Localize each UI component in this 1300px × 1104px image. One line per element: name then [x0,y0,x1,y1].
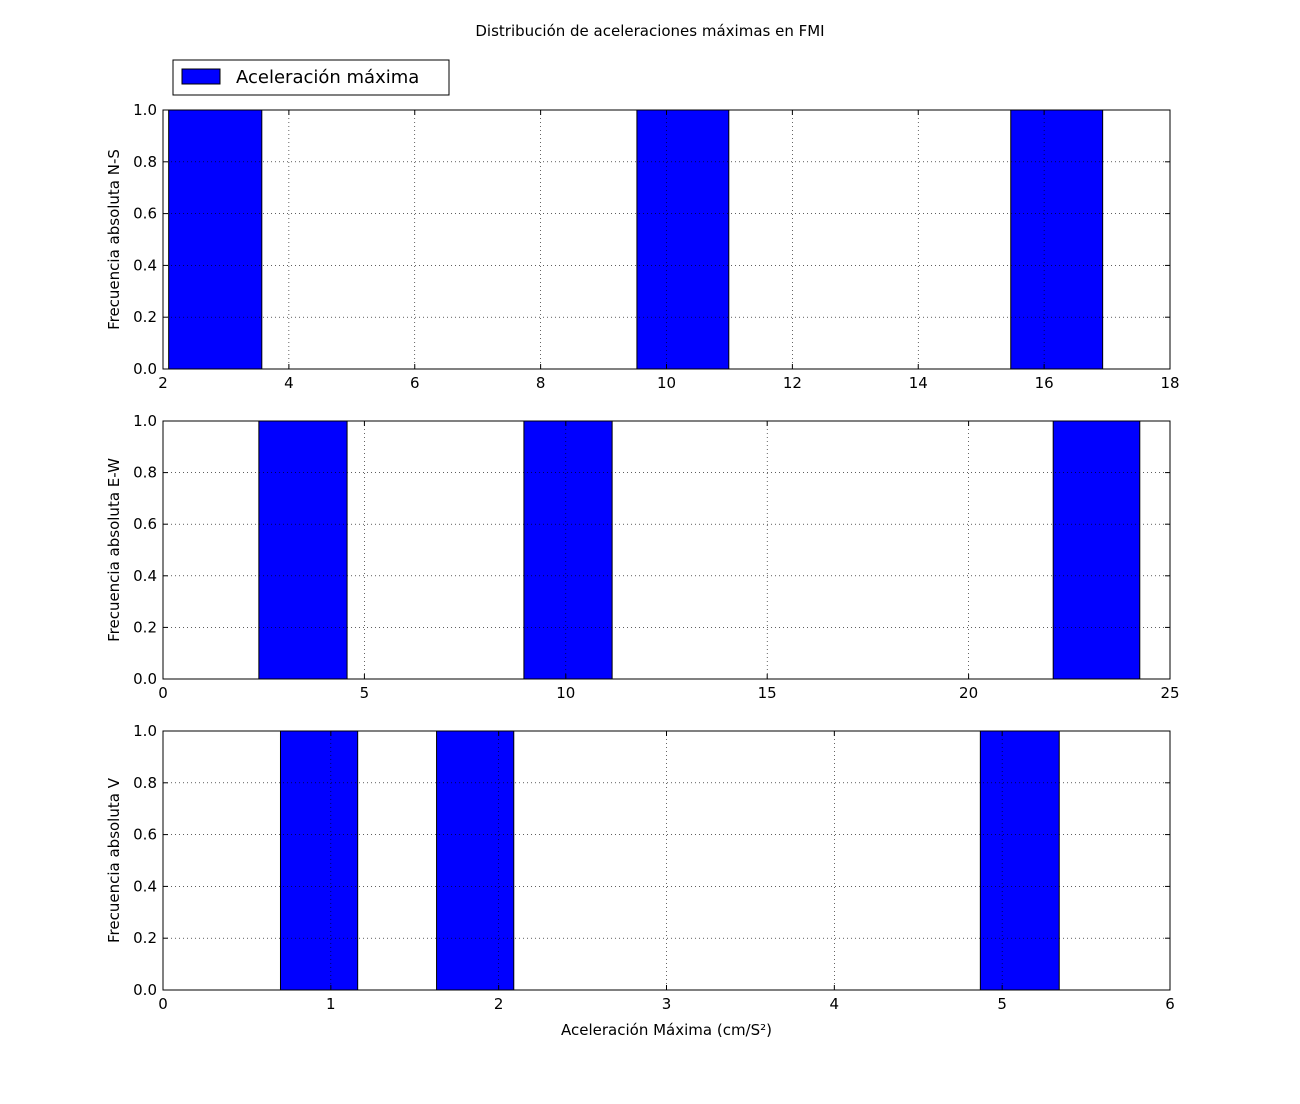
bar [1010,109,1104,370]
y-tick-label: 0.8 [133,774,157,792]
y-tick-label: 0.4 [133,256,157,274]
x-tick-label: 4 [830,995,840,1013]
y-tick-label: 0.6 [133,515,157,533]
x-tick-label: 0 [158,684,168,702]
y-tick-label: 0.0 [133,670,157,688]
y-axis-label: Frecuencia absoluta N-S [105,149,123,330]
x-tick-label: 10 [556,684,575,702]
bar [258,420,348,680]
bar [436,730,515,991]
x-tick-label: 25 [1160,684,1179,702]
y-tick-label: 0.6 [133,205,157,223]
x-tick-label: 3 [662,995,672,1013]
legend-label: Aceleración máxima [236,67,419,88]
x-tick-label: 10 [657,374,676,392]
x-tick-label: 12 [783,374,802,392]
y-axis-label: Frecuencia absoluta E-W [105,458,123,642]
x-tick-label: 0 [158,995,168,1013]
x-tick-label: 6 [410,374,420,392]
x-tick-label: 8 [536,374,546,392]
subplot-2: 0 5 10 15 20 25 0.0 0.2 0.4 0.6 0.8 1.0 Frecuencia a… [105,412,1180,702]
legend: Aceleración máxima [172,59,450,96]
bar [279,730,359,991]
bar [523,420,613,680]
x-tick-label: 4 [284,374,294,392]
y-tick-label: 0.0 [133,360,157,378]
y-tick-label: 0.8 [133,153,157,171]
x-tick-label: 18 [1160,374,1179,392]
axes-frame [162,109,1171,370]
x-tick-label: 5 [997,995,1007,1013]
y-tick-label: 0.4 [133,877,157,895]
y-tick-label: 0.8 [133,464,157,482]
axes-frame [162,730,1171,991]
x-tick-label: 20 [959,684,978,702]
y-tick-label: 0.0 [133,981,157,999]
y-tick-label: 0.4 [133,567,157,585]
x-tick-label: 1 [326,995,336,1013]
axes-frame [162,420,1171,680]
x-tick-label: 6 [1165,995,1175,1013]
bar [168,109,263,370]
bar [636,109,730,370]
bar [979,730,1060,991]
y-tick-label: 0.2 [133,308,157,326]
bar [1052,420,1141,680]
chart-title: Distribución de aceleraciones máximas en… [475,22,824,40]
x-tick-label: 14 [909,374,928,392]
y-tick-label: 1.0 [133,101,157,119]
x-tick-label: 5 [360,684,370,702]
y-tick-label: 0.6 [133,826,157,844]
y-tick-label: 0.2 [133,929,157,947]
y-tick-label: 0.2 [133,618,157,636]
x-tick-label: 2 [494,995,504,1013]
subplot-1: 2 4 6 8 10 12 14 16 18 0.0 0.2 0.4 0.6 0.8 1.0 Frecuenc… [105,101,1180,392]
x-axis-label: Aceleración Máxima (cm/S²) [561,1021,772,1039]
y-tick-label: 1.0 [133,412,157,430]
legend-swatch [181,68,221,85]
subplot-3: 0 1 2 3 4 5 6 0.0 0.2 0.4 0.6 0.8 1.0 Frecuencia abso… [105,722,1175,1039]
x-tick-label: 16 [1035,374,1054,392]
y-tick-label: 1.0 [133,722,157,740]
y-axis-label: Frecuencia absoluta V [105,777,123,943]
x-tick-label: 15 [758,684,777,702]
x-tick-label: 2 [158,374,168,392]
